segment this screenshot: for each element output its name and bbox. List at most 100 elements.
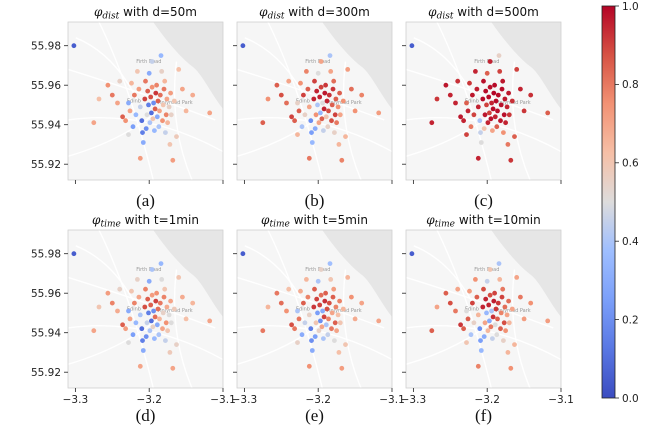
data-point xyxy=(158,53,164,58)
data-point xyxy=(340,98,346,104)
data-point xyxy=(164,96,170,102)
data-point xyxy=(329,102,335,108)
data-point xyxy=(174,342,179,347)
data-point xyxy=(475,155,481,161)
data-point xyxy=(295,100,300,106)
data-point xyxy=(133,112,139,118)
data-point xyxy=(296,316,302,322)
map-label: Firth Road xyxy=(474,59,499,65)
map-road xyxy=(173,269,193,389)
data-point xyxy=(325,124,331,130)
data-point xyxy=(409,251,415,257)
panel-caption: (f) xyxy=(475,406,492,425)
data-point xyxy=(504,104,510,110)
data-point xyxy=(332,338,337,343)
data-point xyxy=(484,70,490,76)
data-point xyxy=(143,334,149,339)
data-point xyxy=(528,300,534,306)
data-point xyxy=(461,326,466,332)
data-point xyxy=(207,318,213,324)
panel-2: Edinb Firth Road Holyrood Park φdist with d… xyxy=(233,5,393,210)
data-point xyxy=(495,316,500,322)
data-point xyxy=(155,306,161,312)
data-point xyxy=(500,286,506,292)
panel-title: φtime with t=10min xyxy=(426,213,541,230)
data-point xyxy=(501,112,507,118)
data-point xyxy=(409,43,415,49)
colorbar-tick-label: 1.0 xyxy=(622,1,639,13)
panel-6: Edinb Firth Road Holyrood Park −3.3 −3.2 −3.1… xyxy=(401,213,574,425)
data-point xyxy=(491,90,497,96)
data-point xyxy=(147,120,153,126)
data-point xyxy=(312,334,318,339)
y-tick-label: 55.92 xyxy=(31,159,61,171)
data-point xyxy=(105,82,111,88)
data-point xyxy=(157,108,162,114)
data-point xyxy=(495,300,501,306)
axes-frame xyxy=(405,229,562,389)
data-point xyxy=(286,78,292,84)
data-point xyxy=(475,312,481,318)
data-point xyxy=(305,294,311,300)
map-road xyxy=(413,245,477,310)
data-point xyxy=(123,326,128,332)
data-point xyxy=(152,106,158,112)
data-point xyxy=(352,108,358,114)
data-point xyxy=(306,312,312,318)
data-point xyxy=(500,78,506,84)
data-point xyxy=(453,308,458,314)
data-point xyxy=(514,275,520,280)
data-point xyxy=(152,314,158,320)
data-point xyxy=(296,108,302,114)
panel-caption: (d) xyxy=(136,406,156,425)
data-point xyxy=(315,102,320,108)
data-point xyxy=(333,304,339,310)
colorbar: 0.0 0.2 0.4 0.6 0.8 1.0 xyxy=(601,1,639,405)
data-point xyxy=(153,90,159,96)
data-point xyxy=(140,348,146,353)
data-point xyxy=(501,130,506,136)
data-point xyxy=(332,112,338,118)
x-tick-label: −3.1 xyxy=(210,394,236,406)
data-point xyxy=(315,310,320,316)
data-point xyxy=(506,298,511,304)
data-point xyxy=(458,114,463,120)
data-point xyxy=(480,304,486,310)
data-point xyxy=(298,288,303,294)
map-road xyxy=(236,276,385,329)
data-point xyxy=(447,300,453,306)
data-point xyxy=(492,82,497,88)
data-point xyxy=(505,142,511,147)
data-point xyxy=(506,320,512,326)
data-point xyxy=(337,298,342,304)
data-point xyxy=(152,128,157,134)
map-road xyxy=(405,276,554,329)
data-point xyxy=(334,120,339,126)
data-point xyxy=(478,140,484,145)
sea-area xyxy=(322,230,392,317)
data-point xyxy=(490,106,496,112)
data-point xyxy=(162,78,168,84)
data-point xyxy=(492,290,497,296)
data-point xyxy=(126,308,131,314)
map-label: Holyrood Park xyxy=(158,100,193,106)
data-point xyxy=(144,320,150,326)
data-point xyxy=(455,78,461,84)
data-point xyxy=(506,90,511,96)
x-tick-label: −3.3 xyxy=(232,394,258,406)
axes-frame xyxy=(236,229,393,389)
data-point xyxy=(136,294,142,300)
data-point xyxy=(480,96,486,102)
map-label: Firth Road xyxy=(305,59,330,65)
data-point xyxy=(160,118,165,124)
data-point xyxy=(343,342,348,347)
data-point xyxy=(505,350,511,355)
data-point xyxy=(545,318,551,324)
data-point xyxy=(429,120,435,126)
data-point xyxy=(168,112,174,118)
data-point xyxy=(190,92,196,98)
data-point xyxy=(154,82,160,88)
colorbar-gradient xyxy=(601,5,616,399)
sea-area xyxy=(153,230,223,317)
data-point xyxy=(325,332,331,338)
